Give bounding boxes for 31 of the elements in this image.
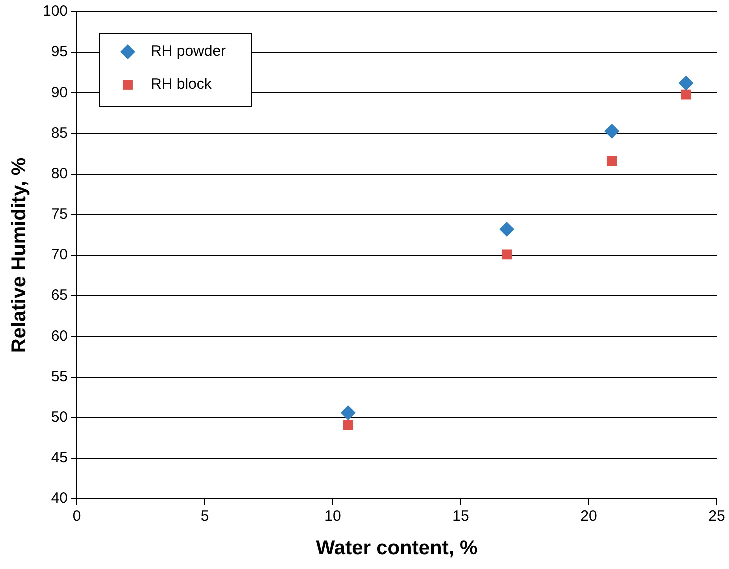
y-tick-label: 40 — [51, 490, 68, 508]
y-tick-label: 100 — [42, 3, 68, 20]
point — [343, 420, 354, 430]
y-tick-label: 95 — [51, 44, 68, 61]
point — [604, 124, 620, 139]
y-tick-label: 65 — [51, 287, 68, 304]
x-tick-label: 15 — [452, 508, 470, 526]
y-tick-label: 85 — [51, 124, 68, 142]
x-tick-label: 20 — [580, 508, 598, 526]
x-axis-title: Water content, % — [316, 538, 478, 560]
y-axis-title: Relative Humidity, % — [8, 158, 31, 354]
y-tick-label: 45 — [51, 450, 68, 467]
x-tick-label: 25 — [708, 508, 726, 526]
legend-label: RH powder — [151, 43, 226, 60]
point — [340, 405, 356, 420]
x-tick-label: 0 — [72, 508, 82, 526]
point — [681, 90, 692, 100]
x-tick-label: 5 — [200, 508, 210, 526]
point — [502, 250, 512, 260]
x-tick-label: 10 — [324, 508, 342, 526]
point — [500, 222, 515, 238]
y-tick-label: 70 — [51, 246, 68, 264]
y-tick-label: 60 — [51, 328, 68, 345]
point — [607, 156, 617, 166]
y-tick-label: 90 — [51, 84, 68, 102]
point — [678, 76, 694, 91]
y-tick-label: 75 — [51, 206, 68, 224]
y-tick-label: 55 — [51, 368, 68, 386]
legend-label: RH block — [151, 76, 212, 94]
y-tick-label: 50 — [51, 408, 68, 426]
y-tick-label: 80 — [51, 165, 68, 182]
